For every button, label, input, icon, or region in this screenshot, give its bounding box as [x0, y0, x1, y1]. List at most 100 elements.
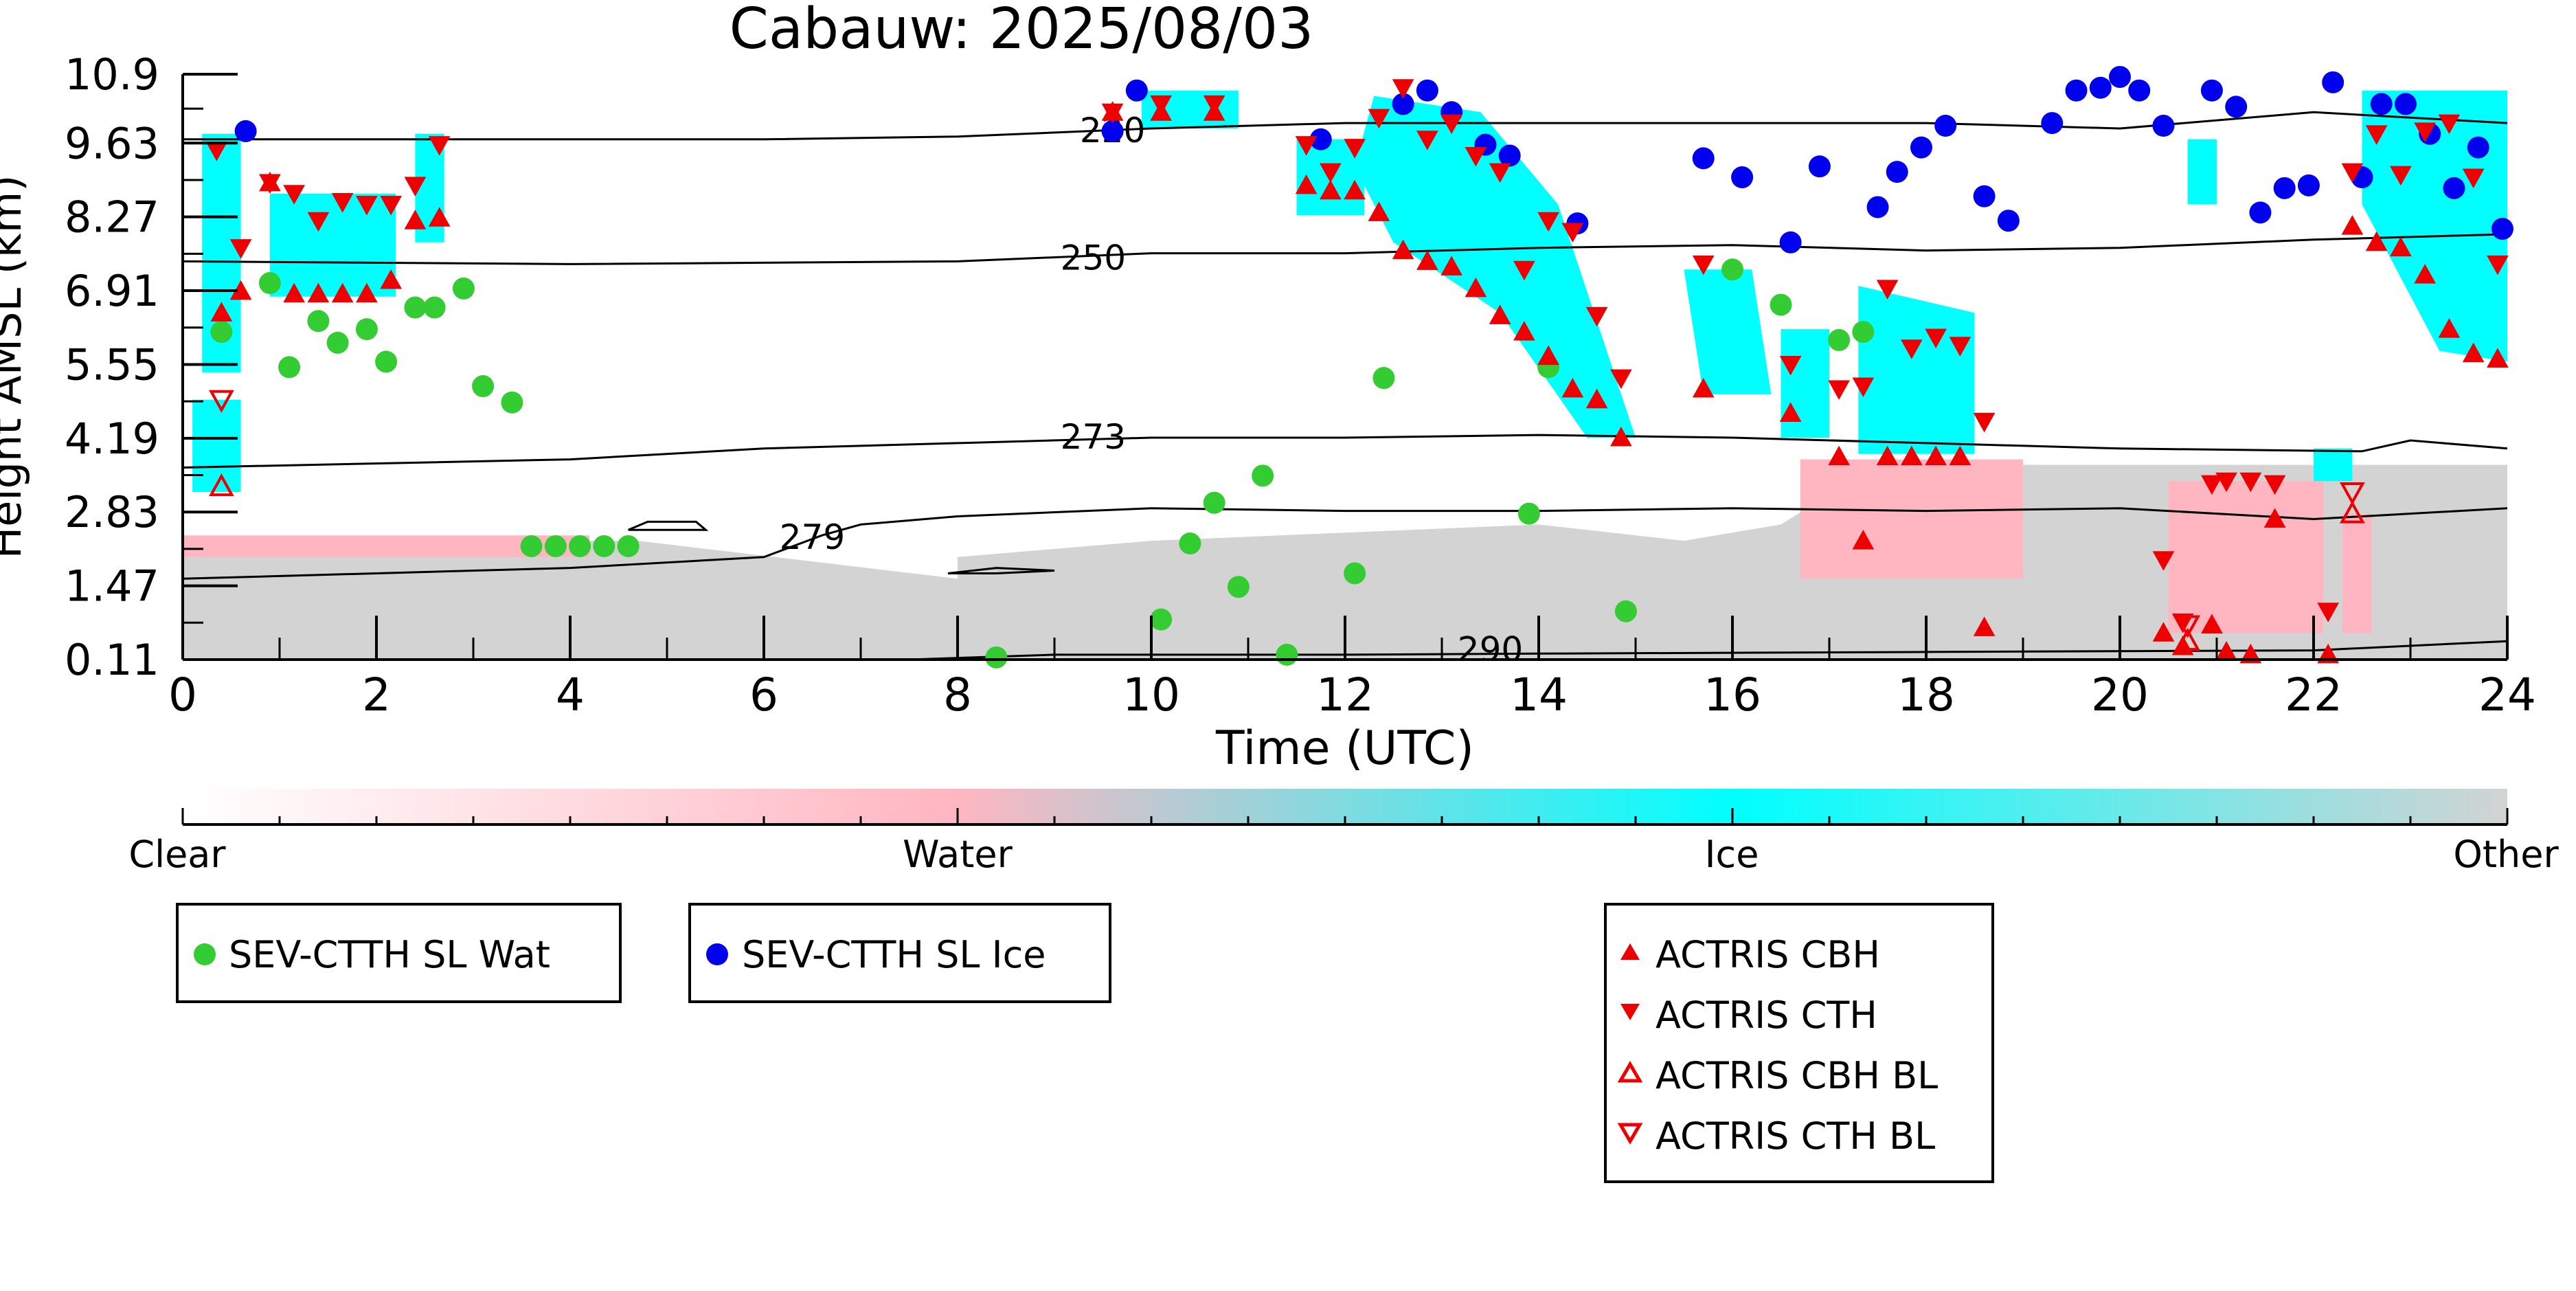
point-actris-cbh-14	[1320, 179, 1342, 200]
point-sev-ctth-sl-ice-19	[1997, 210, 2020, 232]
point-sev-ctth-sl-ice-26	[2200, 79, 2223, 102]
point-actris-cbh-24	[1561, 377, 1584, 398]
contour-label-273: 273	[1061, 417, 1126, 457]
point-actris-cth-49	[2487, 255, 2509, 276]
point-sev-ctth-sl-wat-6	[375, 350, 398, 373]
point-actris-cbh-49	[2487, 348, 2509, 368]
point-actris-cth-35	[1973, 412, 1996, 433]
point-sev-ctth-sl-ice-30	[2297, 174, 2320, 197]
point-actris-cbh-18	[1416, 250, 1438, 270]
point-actris-cth-1	[229, 239, 252, 259]
y-tick-label-6: 8.27	[65, 192, 159, 243]
region-ice-12	[1355, 96, 1636, 438]
region-ice-8	[269, 193, 396, 297]
series-actris-cth-bl	[209, 390, 2365, 638]
point-sev-ctth-sl-wat-16	[617, 535, 640, 557]
point-actris-cbh-bl-1	[2175, 628, 2201, 651]
point-actris-cth-36	[2152, 551, 2175, 571]
point-sev-ctth-sl-wat-8	[423, 296, 446, 319]
colorbar-label-water: Water	[903, 833, 1013, 876]
point-sev-ctth-sl-ice-15	[1886, 161, 1908, 183]
point-actris-cbh-25	[1585, 388, 1608, 409]
point-sev-ctth-sl-wat-12	[520, 535, 543, 557]
point-actris-cth-7	[380, 196, 402, 216]
y-axis-ticks: 0.11 1.47 2.83 4.19 5.55 6.91 8.27 9.63 10.9	[65, 49, 238, 685]
point-actris-cth-27	[1692, 255, 1715, 276]
point-actris-cbh-34	[1949, 445, 1971, 466]
x-tick-label-6: 6	[749, 669, 778, 721]
point-sev-ctth-sl-wat-24	[1344, 562, 1366, 585]
point-actris-cth-14	[1320, 163, 1342, 183]
point-actris-cbh-33	[1925, 445, 1947, 466]
point-sev-ctth-sl-ice-2	[1125, 79, 1148, 102]
region-other-1	[958, 464, 2507, 660]
x-tick-label-14: 14	[1510, 669, 1568, 721]
point-actris-cth-46	[2414, 122, 2436, 142]
point-actris-cth-18	[1416, 131, 1438, 150]
point-sev-ctth-sl-ice-20	[2041, 112, 2064, 135]
point-sev-ctth-sl-wat-25	[1372, 367, 1395, 390]
point-actris-cth-32	[1901, 339, 1923, 359]
point-sev-ctth-sl-ice-18	[1973, 185, 1996, 207]
point-actris-cbh-21	[1489, 304, 1511, 324]
y-tick-label-3: 4.19	[65, 414, 159, 464]
point-sev-ctth-sl-ice-14	[1866, 196, 1889, 218]
region-ice-7	[202, 133, 241, 373]
contour-line-250	[183, 233, 2507, 265]
point-actris-cth-26	[1610, 369, 1632, 390]
contour-line-279	[183, 507, 2507, 580]
point-actris-cth-47	[2438, 114, 2461, 135]
point-actris-cbh-13	[1295, 174, 1318, 194]
point-actris-cth-45	[2390, 166, 2412, 186]
point-actris-cth-43	[2341, 163, 2364, 183]
legend-label-actris-cth: ACTRIS CTH	[1656, 993, 1877, 1037]
region-ice-15	[1858, 286, 1975, 454]
point-actris-cth-30	[1852, 377, 1875, 398]
legend-label-actris-cth-bl: ACTRIS CTH BL	[1656, 1114, 1935, 1158]
contour-line-5	[947, 567, 1055, 574]
point-sev-ctth-sl-wat-5	[355, 318, 378, 341]
series-actris-cth	[205, 79, 2509, 633]
point-sev-ctth-sl-wat-18	[1150, 608, 1173, 631]
point-actris-cth-29	[1828, 380, 1850, 401]
point-actris-cbh-4	[307, 282, 330, 303]
y-tick-label-4: 5.55	[65, 339, 159, 390]
point-actris-cth-bl-1	[2175, 615, 2201, 638]
point-actris-cbh-36	[2152, 622, 2175, 642]
colorbar-label-other: Other	[2453, 833, 2559, 876]
series-actris-cbh-bl	[209, 473, 2365, 651]
point-sev-ctth-sl-ice-34	[2394, 93, 2417, 115]
colorbar: Clear Water Ice Other	[128, 789, 2559, 876]
point-sev-ctth-sl-ice-0	[234, 120, 257, 142]
legend-box-ice: SEV-CTTH SL Ice	[688, 903, 1111, 1003]
point-sev-ctth-sl-ice-36	[2443, 177, 2465, 199]
point-actris-cth-38	[2201, 475, 2223, 495]
chart-title: Cabauw: 2025/08/03	[730, 0, 1314, 62]
legend-marker-sev-wat	[194, 943, 216, 965]
point-actris-cth-24	[1561, 223, 1584, 243]
point-actris-cbh-bl-0	[209, 473, 234, 497]
y-tick-label-0: 0.11	[65, 635, 159, 685]
point-actris-cth-2	[259, 174, 281, 194]
point-sev-ctth-sl-wat-2	[278, 356, 301, 379]
y-tick-label-8: 10.9	[65, 49, 159, 100]
region-ice-6	[192, 399, 241, 492]
point-actris-cth-42	[2317, 603, 2339, 622]
point-sev-ctth-sl-ice-1	[1101, 120, 1124, 142]
point-actris-cth-41	[2263, 475, 2286, 495]
region-ice-13	[1684, 269, 1772, 394]
point-actris-cth-48	[2462, 168, 2485, 189]
point-sev-ctth-sl-ice-21	[2065, 79, 2088, 102]
point-sev-ctth-sl-wat-26	[1517, 502, 1540, 525]
colorbar-ticks	[181, 808, 2509, 824]
point-actris-cbh-31	[1876, 445, 1899, 466]
point-sev-ctth-sl-wat-7	[404, 296, 427, 319]
point-sev-ctth-sl-wat-32	[1852, 321, 1875, 344]
point-actris-cbh-7	[380, 269, 402, 289]
point-actris-cth-10	[1101, 103, 1124, 124]
point-actris-cth-22	[1513, 260, 1535, 281]
point-sev-ctth-sl-wat-22	[1252, 464, 1274, 487]
point-actris-cth-44	[2365, 125, 2388, 145]
